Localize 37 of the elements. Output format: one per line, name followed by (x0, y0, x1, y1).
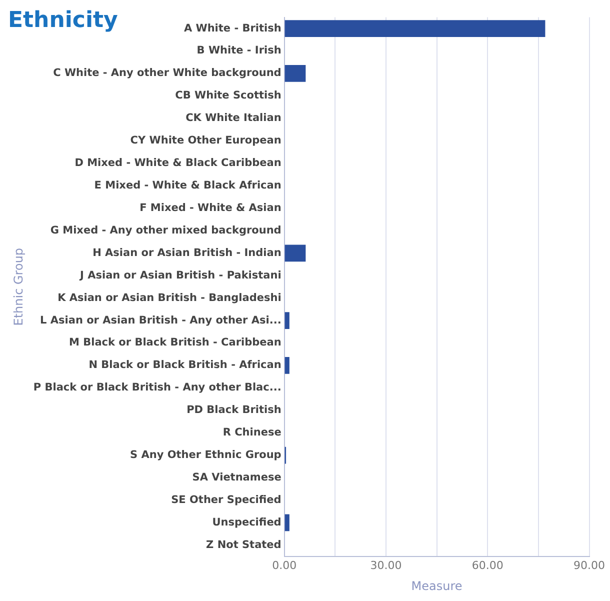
bar (284, 244, 306, 262)
y-tick-label: S Any Other Ethnic Group (130, 449, 282, 462)
y-tick-label: SE Other Specified (171, 494, 282, 506)
y-tick-label: C White - Any other White background (53, 67, 282, 80)
y-tick-label: R Chinese (222, 426, 282, 439)
y-tick-label: K Asian or Asian British - Bangladeshi (58, 292, 282, 304)
y-axis-title: Ethnic Group (11, 248, 26, 326)
y-tick-label: P Black or Black British - Any other Blac... (33, 382, 282, 394)
bar (284, 20, 546, 37)
x-tick-label: 90.00 (574, 558, 606, 572)
y-tick-label: Unspecified (212, 516, 282, 528)
bar (284, 357, 290, 374)
y-tick-label: M Black or Black British - Caribbean (69, 336, 282, 349)
y-tick-label: SA Vietnamese (192, 472, 282, 484)
x-axis-title: Measure (411, 578, 462, 593)
y-tick-label: CK White Italian (186, 112, 282, 124)
y-tick-label: H Asian or Asian British - Indian (92, 246, 282, 259)
text: Ethnicity (8, 8, 118, 33)
y-tick-label: J Asian or Asian British - Pakistani (79, 269, 282, 282)
bar (284, 65, 306, 82)
y-tick-label: N Black or Black British - African (88, 359, 282, 372)
y-tick-label: G Mixed - Any other mixed background (50, 224, 282, 236)
y-tick-label: Z Not Stated (206, 538, 282, 551)
y-tick-label: PD Black British (186, 404, 282, 416)
bar (284, 312, 290, 329)
x-tick-label: 30.00 (370, 558, 402, 572)
y-tick-label: E Mixed - White & Black African (94, 180, 282, 192)
y-tick-label: CY White Other European (130, 134, 282, 147)
y-tick-label: L Asian or Asian British - Any other Asi... (40, 314, 282, 326)
y-tick-label: A White - British (184, 22, 282, 34)
x-tick-label: 60.00 (472, 558, 504, 572)
x-tick-label: 0.00 (272, 558, 297, 572)
y-tick-label: B White - Irish (196, 44, 282, 57)
bar (284, 514, 290, 532)
y-tick-label: D Mixed - White & Black Caribbean (74, 157, 282, 170)
y-tick-label: CB White Scottish (175, 90, 282, 102)
y-tick-label: F Mixed - White & Asian (140, 202, 282, 214)
